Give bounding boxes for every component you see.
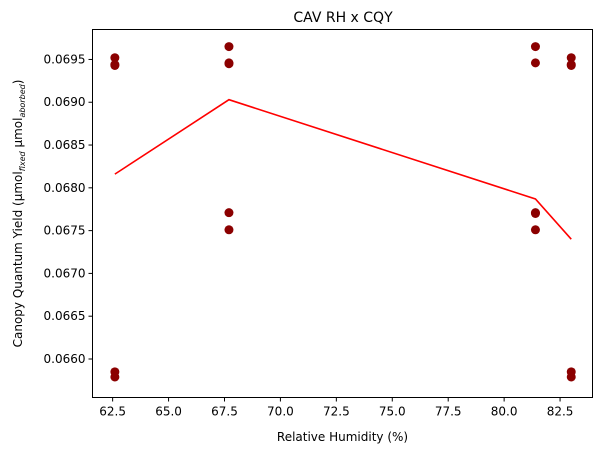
scatter-point: [224, 225, 234, 235]
y-tick-label: 0.0680: [44, 181, 86, 195]
scatter-point: [224, 59, 234, 69]
scatter-point: [566, 372, 576, 382]
scatter-point: [224, 42, 234, 52]
x-tick-label: 82.5: [547, 405, 574, 419]
x-tick-label: 70.0: [267, 405, 294, 419]
scatter-point: [530, 42, 540, 52]
y-axis-label: Canopy Quantum Yield (µmolfixed µmolabor…: [11, 80, 27, 348]
chart-title: CAV RH x CQY: [293, 10, 393, 26]
y-tick-label: 0.0670: [44, 266, 86, 280]
y-axis-label-suffix: ): [11, 80, 25, 85]
scatter-point: [566, 53, 576, 63]
x-tick-label: 67.5: [211, 405, 238, 419]
y-tick-label: 0.0665: [44, 309, 86, 323]
y-tick-label: 0.0690: [44, 95, 86, 109]
x-tick-label: 65.0: [155, 405, 182, 419]
x-tick-label: 77.5: [435, 405, 462, 419]
x-tick-label: 72.5: [323, 405, 350, 419]
y-axis-label-middle: µmol: [11, 118, 25, 152]
y-tick-label: 0.0685: [44, 138, 86, 152]
y-tick-label: 0.0660: [44, 352, 86, 366]
x-tick-label: 62.5: [99, 405, 126, 419]
scatter-point: [566, 60, 576, 70]
trend-line: [114, 98, 572, 240]
y-axis-label-prefix: Canopy Quantum Yield (µmol: [11, 171, 25, 347]
scatter-point: [530, 209, 540, 218]
x-axis-label: Relative Humidity (%): [277, 430, 408, 444]
scatter-point: [110, 372, 120, 382]
x-tick-label: 80.0: [491, 405, 518, 419]
scatter-point: [110, 60, 120, 70]
scatter-point: [224, 208, 234, 218]
x-axis-ticks: 62.5 65.0 67.5 70.0 72.5 75.0 77.5 80.0 82.5: [99, 397, 574, 419]
scatter-point: [530, 225, 540, 235]
y-axis-label-sub2: aborbed: [18, 83, 27, 117]
scatter-point: [530, 58, 540, 68]
y-tick-label: 0.0675: [44, 224, 86, 238]
y-axis-ticks: 0.0660 0.0665 0.0670 0.0675 0.0680 0.0685 0.06…: [44, 52, 93, 366]
y-tick-label: 0.0695: [44, 52, 86, 66]
x-tick-label: 75.0: [379, 405, 406, 419]
y-axis-label-sub1: fixed: [18, 150, 27, 171]
plot-layer: [110, 42, 576, 382]
plot-frame: [92, 29, 593, 398]
scatter-point: [110, 53, 120, 63]
